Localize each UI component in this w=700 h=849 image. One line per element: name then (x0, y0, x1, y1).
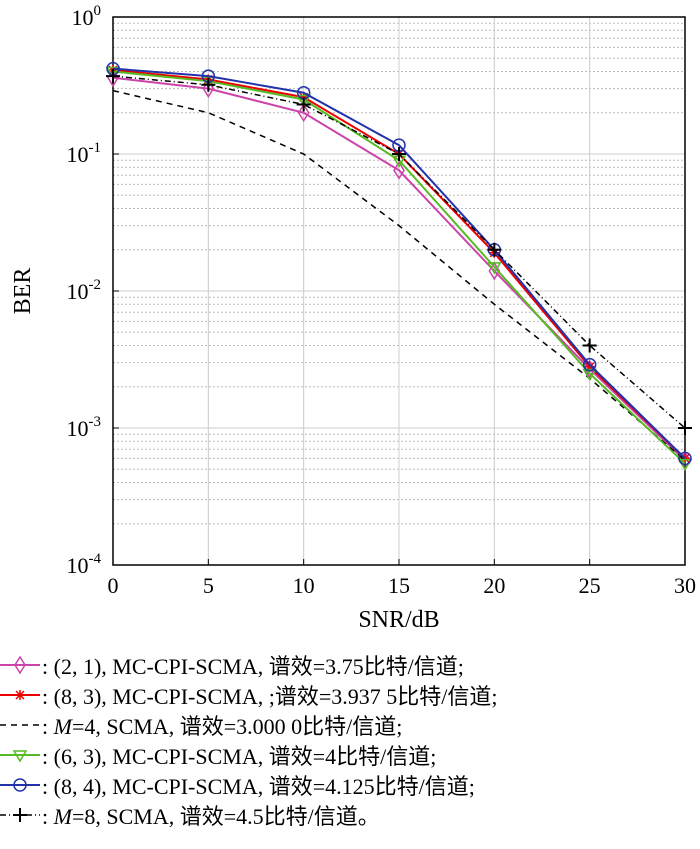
legend-marker (15, 690, 25, 700)
legend-marker (13, 778, 27, 792)
series-5 (106, 69, 692, 435)
legend-marker (12, 750, 28, 763)
y-tick-label: 100 (72, 3, 102, 30)
x-tick-label: 0 (108, 573, 119, 598)
legend-entry: : M=4, SCMA, 谱效=3.000 0比特/信道; (0, 710, 498, 740)
data-point-diamond (107, 68, 119, 88)
data-point-triangle-down (105, 66, 121, 79)
data-point-plus (487, 242, 502, 257)
ber-chart: 0 5 10 15 20 25 30 100 10-1 10-2 10-3 10-4 SNR/dB BER (10, 3, 696, 633)
legend-label: : (8, 4), MC-CPI-SCMA, 谱效=4.125比特/信道; (42, 774, 475, 799)
y-tick-label: 10-4 (67, 551, 102, 578)
data-point-plus (296, 97, 311, 112)
legend-label: : M=4, SCMA, 谱效=3.000 0比特/信道; (42, 714, 403, 739)
x-axis-label: SNR/dB (358, 607, 439, 633)
y-tick-label: 10-1 (67, 140, 102, 167)
legend-label: : (6, 3), MC-CPI-SCMA, 谱效=4比特/信道; (42, 744, 437, 769)
legend-label: : M=8, SCMA, 谱效=4.5比特/信道。 (42, 804, 380, 829)
x-tick-label: 5 (203, 573, 214, 598)
x-tick-label: 30 (674, 573, 696, 598)
data-point-diamond (202, 79, 215, 99)
legend: : (2, 1), MC-CPI-SCMA, 谱效=3.75比特/信道; : (8… (0, 650, 498, 830)
legend-entry: : (8, 4), MC-CPI-SCMA, 谱效=4.125比特/信道; (0, 770, 498, 800)
x-tick-label: 10 (293, 573, 315, 598)
data-point-triangle-down (296, 94, 311, 107)
legend-entry: : (8, 3), MC-CPI-SCMA, ;谱效=3.937 5比特/信道; (0, 680, 498, 710)
legend-entry: : M=8, SCMA, 谱效=4.5比特/信道。 (0, 800, 498, 830)
data-point-asterisk (298, 92, 309, 103)
data-point-circle (582, 357, 597, 372)
legend-label: : (2, 1), MC-CPI-SCMA, 谱效=3.75比特/信道; (42, 654, 464, 679)
legend-marker (13, 808, 27, 822)
y-tick-label: 10-3 (67, 414, 102, 441)
legend-swatch-icon (0, 655, 40, 675)
x-tick-label: 20 (483, 573, 505, 598)
data-point-asterisk (584, 361, 595, 372)
y-tick-label: 10-2 (67, 277, 102, 304)
data-point-triangle-down (582, 368, 597, 381)
legend-swatch-icon (0, 750, 40, 763)
data-point-circle (678, 451, 692, 466)
x-tick-label: 15 (388, 573, 410, 598)
data-point-diamond (297, 103, 310, 123)
data-point-plus (201, 77, 216, 92)
legend-swatch-icon (0, 778, 40, 792)
series-4 (106, 61, 692, 466)
legend-swatch-icon (0, 808, 40, 822)
legend-swatch-icon (0, 690, 40, 700)
legend-marker (14, 655, 26, 675)
data-point-diamond (393, 160, 405, 180)
data-point-plus (678, 421, 692, 435)
legend-swatch-icon (0, 724, 40, 726)
legend-entry: : (6, 3), MC-CPI-SCMA, 谱效=4比特/信道; (0, 740, 498, 770)
data-point-plus (582, 338, 597, 353)
data-point-triangle-down (677, 458, 693, 472)
legend-label: : (8, 3), MC-CPI-SCMA, ;谱效=3.937 5比特/信道; (42, 684, 498, 709)
data-point-plus (106, 69, 120, 84)
data-point-triangle-down (487, 262, 502, 275)
series-line (112, 67, 686, 460)
data-point-plus (392, 147, 406, 161)
y-axis-label: BER (10, 268, 36, 315)
x-tick-label: 25 (579, 573, 601, 598)
legend-entry: : (2, 1), MC-CPI-SCMA, 谱效=3.75比特/信道; (0, 650, 498, 680)
